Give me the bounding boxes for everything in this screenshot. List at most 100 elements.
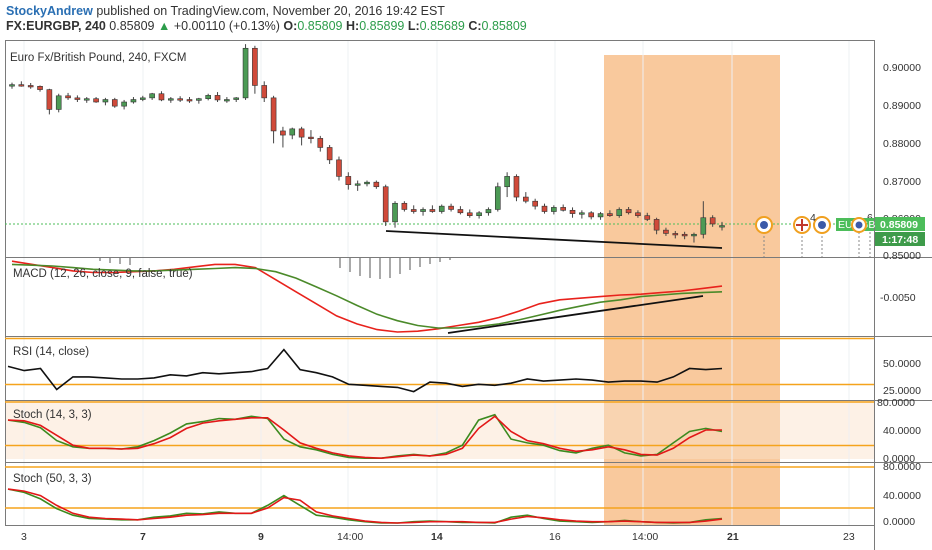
last-price: 0.85809 bbox=[109, 19, 155, 33]
rsi-line bbox=[7, 348, 723, 393]
candle-body bbox=[326, 147, 333, 161]
candle-body bbox=[252, 47, 258, 86]
candle-body bbox=[438, 205, 445, 212]
stoch-band-fill bbox=[5, 400, 875, 459]
candle-body bbox=[448, 205, 454, 210]
candle-body bbox=[700, 217, 707, 235]
candle-body bbox=[504, 176, 510, 188]
open-label: O: bbox=[283, 19, 298, 33]
candle-body bbox=[588, 212, 595, 218]
stoch2-tick: 0.0000 bbox=[883, 516, 915, 528]
price-tick: 0.89000 bbox=[883, 100, 921, 112]
price-tick: 0.90000 bbox=[883, 62, 921, 74]
eu-flag-fill-icon-2 bbox=[818, 221, 826, 229]
symbol-header: FX:EURGBP, 240 0.85809 ▲ +0.00110 (+0.13… bbox=[6, 19, 527, 33]
rsi-tick: 25.0000 bbox=[883, 385, 921, 397]
eu-flag-fill-icon-3 bbox=[855, 221, 863, 229]
candle-body bbox=[83, 98, 90, 101]
candle-body bbox=[177, 98, 183, 101]
symbol-label: FX:EURGBP, 240 bbox=[6, 19, 106, 33]
candle-body bbox=[635, 212, 641, 216]
stoch-d-line bbox=[7, 488, 723, 524]
author-name[interactable]: StockyAndrew bbox=[6, 4, 93, 18]
current-price-value: 0.85809 bbox=[880, 219, 918, 231]
candle-body bbox=[476, 212, 482, 216]
high-value: 0.85899 bbox=[359, 19, 405, 33]
signal-line bbox=[11, 263, 723, 329]
candle-body bbox=[392, 202, 398, 223]
low-value: 0.85689 bbox=[419, 19, 465, 33]
time-label: 14 bbox=[431, 531, 443, 543]
event-markers[interactable]: 4 6 EURGB bbox=[755, 212, 875, 257]
candle-body bbox=[27, 85, 34, 88]
candle-body bbox=[560, 207, 566, 211]
candle-body bbox=[298, 128, 305, 138]
open-value: 0.85809 bbox=[297, 19, 343, 33]
candle-body bbox=[345, 176, 352, 185]
candle-body bbox=[121, 101, 127, 107]
stoch-14-lines bbox=[7, 413, 723, 460]
time-label: 14:00 bbox=[337, 531, 363, 543]
candle-body bbox=[513, 176, 520, 198]
candle-body bbox=[401, 202, 408, 210]
countdown-tag bbox=[875, 232, 925, 246]
candle-body bbox=[46, 89, 53, 110]
macd-trendline[interactable] bbox=[447, 295, 704, 334]
rsi-tick: 50.0000 bbox=[883, 358, 921, 370]
candle-body bbox=[644, 215, 651, 220]
candle-body bbox=[597, 213, 604, 218]
candle-body bbox=[317, 138, 324, 148]
candle-body bbox=[466, 212, 473, 216]
close-label: C: bbox=[468, 19, 482, 33]
candle-body bbox=[242, 47, 249, 99]
bar-countdown: 1:17:48 bbox=[882, 234, 918, 246]
time-label: 16 bbox=[549, 531, 561, 543]
candle-body bbox=[569, 209, 576, 214]
candle-body bbox=[233, 97, 240, 100]
time-label: 3 bbox=[21, 531, 27, 543]
stoch2-pane-title: Stoch (50, 3, 3) bbox=[13, 473, 92, 485]
candle-body bbox=[364, 181, 370, 185]
price-trendline[interactable] bbox=[385, 230, 723, 249]
candle-body bbox=[74, 97, 81, 100]
time-axis[interactable]: 3 7 9 14:00 14 16 14:00 21 23 bbox=[21, 531, 855, 543]
candle-body bbox=[625, 209, 632, 214]
price-tick: 0.85000 bbox=[883, 250, 921, 262]
candle-body bbox=[280, 130, 286, 136]
close-value: 0.85809 bbox=[481, 19, 527, 33]
candle-body bbox=[168, 98, 174, 101]
candle-body bbox=[485, 209, 492, 214]
candle-body bbox=[354, 183, 361, 186]
candle-body bbox=[532, 200, 538, 207]
stoch1-tick: 40.0000 bbox=[883, 425, 921, 437]
time-label: 7 bbox=[140, 531, 146, 543]
candle-body bbox=[93, 98, 99, 103]
price-change: +0.00110 (+0.13%) bbox=[173, 19, 280, 33]
eu-flag-fill-icon bbox=[760, 221, 768, 229]
grid bbox=[23, 40, 850, 525]
candle-body bbox=[158, 93, 165, 101]
candle-body bbox=[373, 181, 380, 188]
price-axis[interactable]: 0.90000 0.89000 0.88000 0.87000 0.86000 … bbox=[875, 62, 925, 528]
uk-cross-icon bbox=[796, 219, 808, 231]
current-price-tag bbox=[875, 217, 925, 231]
time-label: 23 bbox=[843, 531, 855, 543]
macd-line bbox=[11, 260, 723, 333]
candle-body bbox=[672, 233, 679, 236]
candle-body bbox=[523, 196, 529, 202]
candle-body bbox=[551, 207, 557, 212]
stoch-d-line bbox=[7, 415, 722, 460]
candle-body bbox=[65, 95, 71, 99]
candle-body bbox=[616, 209, 623, 216]
candle-body bbox=[579, 212, 585, 215]
candle-body bbox=[681, 233, 688, 237]
time-label: 9 bbox=[258, 531, 264, 543]
time-label: 21 bbox=[727, 531, 739, 543]
candle-body bbox=[541, 205, 548, 212]
macd-pane-title: MACD (12, 26, close, 9, false, true) bbox=[13, 268, 193, 280]
price-tick: 0.88000 bbox=[883, 138, 921, 150]
publish-header: StockyAndrew published on TradingView.co… bbox=[6, 4, 445, 18]
up-arrow-icon: ▲ bbox=[157, 19, 171, 33]
candle-body bbox=[429, 209, 436, 212]
